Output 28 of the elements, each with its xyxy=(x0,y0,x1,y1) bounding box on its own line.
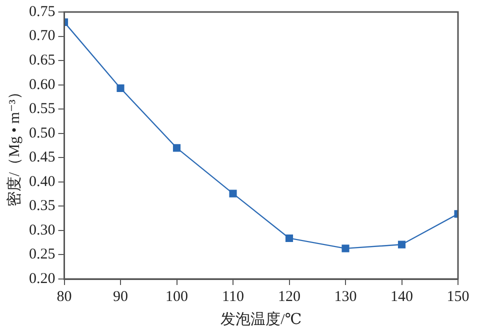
x-tick-label: 90 xyxy=(113,288,128,305)
x-tick-label: 140 xyxy=(390,288,413,305)
point xyxy=(172,144,181,152)
y-tick-label: 0.70 xyxy=(29,28,56,44)
x-tick-label: 120 xyxy=(278,288,300,305)
point xyxy=(285,234,294,242)
x-tick-label: 150 xyxy=(446,288,470,305)
point xyxy=(342,244,350,252)
point xyxy=(116,84,124,92)
x-tick-label: 130 xyxy=(334,288,357,305)
x-tick-label: 100 xyxy=(166,288,188,305)
y-tick-label: 0.65 xyxy=(29,52,56,68)
y-tick-label: 0.40 xyxy=(29,174,56,190)
y-tick-label: 0.50 xyxy=(29,125,56,142)
y-tick-label: 0.45 xyxy=(29,150,56,166)
y-tick-label: 0.75 xyxy=(29,4,56,20)
y-tick-label: 0.30 xyxy=(29,222,56,238)
y-tick-label: 0.25 xyxy=(29,246,56,263)
y-tick-label: 0.20 xyxy=(29,270,56,287)
y-axis-title: 密度/（Mg • m⁻³） xyxy=(6,84,23,206)
point xyxy=(229,190,237,198)
point xyxy=(398,240,406,248)
y-tick-label: 0.55 xyxy=(29,101,56,118)
x-axis-title: 发泡温度/℃ xyxy=(220,310,302,328)
x-tick-label: 110 xyxy=(222,288,244,305)
x-tick-label: 80 xyxy=(56,288,72,305)
y-tick-label: 0.60 xyxy=(29,76,56,93)
y-tick-label: 0.35 xyxy=(29,198,56,214)
